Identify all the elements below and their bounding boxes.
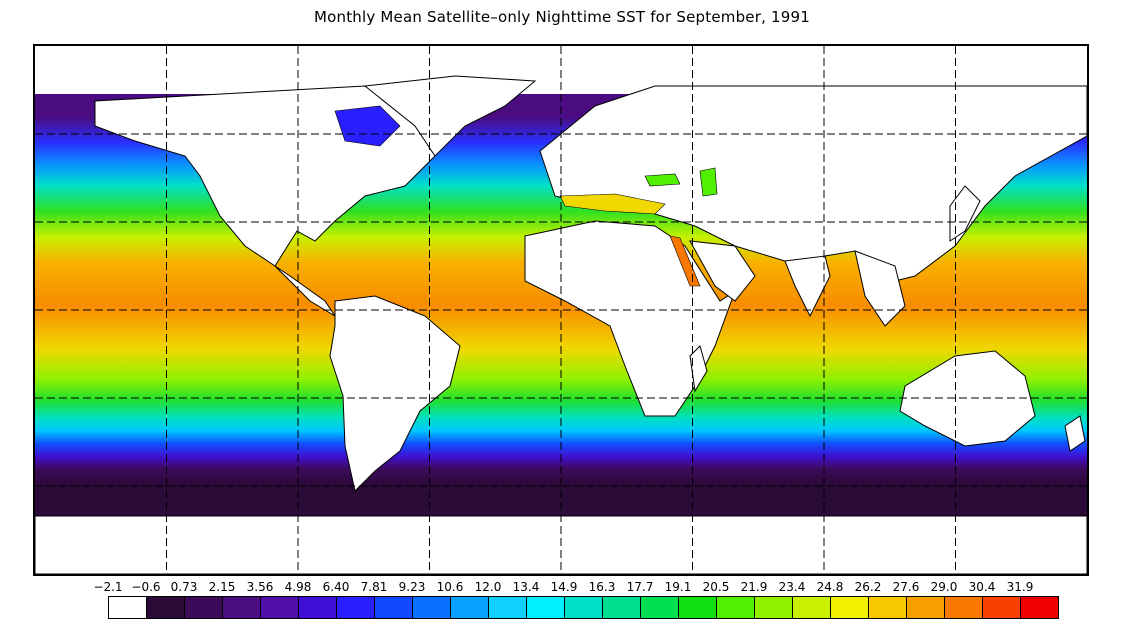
colorbar-tick-label: 14.9 <box>550 580 578 594</box>
colorbar-swatch <box>678 596 717 619</box>
colorbar-swatch <box>830 596 869 619</box>
colorbar-tick-label: 9.23 <box>398 580 426 594</box>
japan <box>949 185 981 242</box>
colorbar-swatch <box>906 596 945 619</box>
colorbar-tick-label: 7.81 <box>360 580 388 594</box>
colorbar-tick-label: −0.6 <box>131 580 161 594</box>
colorbar-tick-label: 20.5 <box>702 580 730 594</box>
colorbar-tick-label: 24.8 <box>816 580 844 594</box>
colorbar-tick-label: 4.98 <box>284 580 312 594</box>
colorbar-swatch <box>640 596 679 619</box>
colorbar-tick-label: −2.1 <box>93 580 123 594</box>
colorbar-tick-label: 0.73 <box>170 580 198 594</box>
colorbar-swatch <box>982 596 1021 619</box>
black-sea <box>644 173 681 187</box>
map-panel <box>33 44 1089 576</box>
australia <box>899 350 1036 447</box>
colorbar-tick-label: 16.3 <box>588 580 616 594</box>
colorbar-tick-label: 10.6 <box>436 580 464 594</box>
colorbar-tick-label: 30.4 <box>968 580 996 594</box>
caspian-sea <box>699 167 718 197</box>
colorbar-tick-label: 13.4 <box>512 580 540 594</box>
colorbar-tick-label: 2.15 <box>208 580 236 594</box>
colorbar-swatch <box>564 596 603 619</box>
colorbar-swatch <box>526 596 565 619</box>
colorbar <box>108 596 1059 619</box>
colorbar-swatch <box>412 596 451 619</box>
colorbar-swatch <box>754 596 793 619</box>
greenland <box>363 75 537 157</box>
colorbar-swatch <box>792 596 831 619</box>
map-title: Monthly Mean Satellite–only Nighttime SS… <box>313 8 811 26</box>
colorbar-swatch <box>450 596 489 619</box>
south-america <box>329 295 461 492</box>
colorbar-swatch <box>488 596 527 619</box>
southeast-asia <box>854 250 906 327</box>
colorbar-tick-label: 12.0 <box>474 580 502 594</box>
colorbar-swatch <box>716 596 755 619</box>
colorbar-swatch <box>146 596 185 619</box>
colorbar-tick-label: 21.9 <box>740 580 768 594</box>
madagascar <box>689 345 708 393</box>
colorbar-tick-label: 17.7 <box>626 580 654 594</box>
colorbar-swatch <box>298 596 337 619</box>
colorbar-swatch <box>108 596 147 619</box>
colorbar-tick-label: 23.4 <box>778 580 806 594</box>
colorbar-swatch <box>260 596 299 619</box>
sst-map <box>35 46 1087 574</box>
north-america <box>94 85 436 317</box>
colorbar-swatch <box>184 596 223 619</box>
colorbar-swatch <box>336 596 375 619</box>
colorbar-tick-label: 3.56 <box>246 580 274 594</box>
colorbar-tick-label: 19.1 <box>664 580 692 594</box>
hudson-bay <box>334 105 401 147</box>
colorbar-tick-label: 26.2 <box>854 580 882 594</box>
colorbar-swatch <box>1020 596 1059 619</box>
colorbar-swatch <box>222 596 261 619</box>
new-zealand <box>1064 415 1086 452</box>
india <box>784 255 831 318</box>
colorbar-tick-label: 29.0 <box>930 580 958 594</box>
colorbar-swatch <box>944 596 983 619</box>
red-sea <box>669 235 701 287</box>
mediterranean-sea <box>559 193 666 215</box>
colorbar-tick-label: 27.6 <box>892 580 920 594</box>
colorbar-swatch <box>868 596 907 619</box>
colorbar-tick-label: 6.40 <box>322 580 350 594</box>
colorbar-swatch <box>374 596 413 619</box>
arabian-peninsula <box>689 240 756 302</box>
graticule <box>35 46 1087 574</box>
colorbar-tick-label: 31.9 <box>1006 580 1034 594</box>
colorbar-swatch <box>602 596 641 619</box>
